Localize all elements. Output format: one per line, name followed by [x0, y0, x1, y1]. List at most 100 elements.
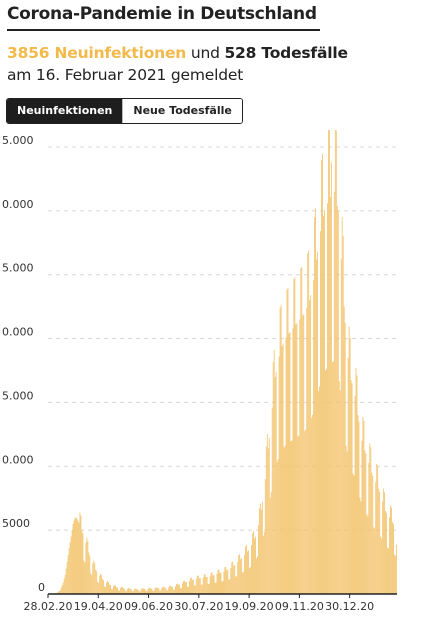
daily-case-bar — [242, 572, 244, 594]
daily-case-bar — [104, 586, 106, 594]
daily-case-bar — [183, 581, 184, 594]
daily-case-bar — [136, 589, 138, 594]
daily-case-bar — [235, 576, 237, 594]
daily-case-bar — [354, 396, 356, 594]
daily-case-bar — [114, 585, 115, 594]
daily-case-bar — [151, 588, 153, 594]
daily-case-bar — [111, 589, 112, 594]
daily-case-bar — [131, 591, 133, 594]
daily-case-bar — [261, 502, 263, 594]
daily-case-bar — [230, 567, 232, 594]
daily-case-bar — [144, 589, 146, 594]
daily-case-bar — [396, 544, 397, 594]
daily-case-bar — [123, 588, 125, 594]
daily-case-bar — [303, 314, 305, 594]
daily-case-bar — [370, 447, 372, 594]
daily-case-bar — [326, 368, 327, 594]
daily-case-bar — [170, 585, 172, 594]
daily-case-bar — [59, 590, 61, 594]
daily-case-bar — [66, 562, 68, 594]
daily-case-bar — [247, 551, 248, 594]
daily-case-bar — [308, 250, 310, 594]
daily-case-bar — [134, 588, 136, 594]
daily-case-bar — [243, 571, 245, 594]
daily-case-bar — [165, 587, 167, 594]
daily-case-bar — [372, 475, 374, 594]
daily-case-bar — [249, 568, 250, 594]
daily-case-bar — [86, 537, 88, 594]
daily-case-bar — [234, 564, 236, 594]
daily-case-bar — [394, 554, 395, 594]
daily-case-bar — [188, 580, 190, 594]
daily-case-bar — [299, 319, 301, 594]
daily-case-bar — [83, 560, 85, 594]
daily-case-bar — [215, 582, 217, 594]
daily-case-bar — [301, 266, 303, 594]
daily-cases-bar-chart: 0 5000 0.000 5.000 0.000 5.000 0.000 5.000 28.02… — [2, 130, 397, 613]
daily-case-bar — [177, 583, 178, 594]
daily-case-bar — [346, 451, 348, 594]
x-tick-label: 19.09.20 — [225, 600, 274, 613]
daily-case-bar — [320, 231, 321, 594]
daily-case-bar — [279, 307, 281, 594]
daily-case-bar — [319, 386, 320, 594]
tab-new-deaths[interactable]: Neue Todesfälle — [122, 99, 242, 123]
daily-case-bar — [201, 584, 203, 594]
daily-case-bar — [387, 547, 388, 594]
daily-case-bar — [342, 236, 344, 594]
daily-case-bar — [374, 528, 376, 594]
daily-case-bar — [71, 530, 73, 594]
chart-title: Corona-Pandemie in Deutschland — [7, 4, 317, 24]
daily-case-bar — [295, 324, 297, 594]
daily-case-bar — [142, 588, 144, 594]
conjunction-text: und — [186, 44, 225, 62]
daily-case-bar — [196, 575, 198, 594]
daily-case-bar — [190, 577, 192, 594]
daily-case-bar — [362, 416, 364, 594]
daily-case-bar — [284, 445, 286, 594]
daily-case-bar — [81, 530, 83, 594]
daily-case-bar — [332, 361, 334, 594]
daily-case-bar — [368, 463, 370, 594]
y-tick-label: 5.000 — [2, 262, 34, 275]
daily-case-bar — [117, 587, 118, 594]
daily-case-bar — [363, 420, 365, 594]
daily-case-bar — [388, 548, 389, 594]
daily-case-bar — [333, 191, 335, 594]
daily-case-bar — [156, 587, 158, 594]
daily-case-bar — [232, 561, 234, 594]
daily-case-bar — [313, 279, 315, 594]
daily-case-bar — [231, 562, 233, 594]
daily-case-bar — [315, 208, 317, 594]
daily-case-bar — [98, 582, 100, 594]
daily-case-bar — [236, 576, 238, 594]
daily-case-bar — [72, 523, 74, 594]
daily-case-bar — [291, 440, 293, 594]
daily-case-bar — [245, 546, 247, 594]
daily-case-bar — [275, 371, 277, 594]
daily-case-bar — [94, 562, 96, 594]
y-tick-label: 0 — [38, 581, 45, 594]
daily-case-bar — [379, 491, 381, 594]
new-cases-count: 3856 Neuinfektionen — [7, 44, 187, 62]
daily-case-bar — [65, 568, 67, 594]
daily-case-bar — [200, 584, 202, 594]
daily-case-bar — [233, 565, 235, 594]
daily-case-bar — [88, 552, 90, 594]
daily-case-bar — [371, 472, 373, 594]
daily-case-bar — [206, 576, 208, 594]
daily-case-bar — [57, 591, 59, 594]
tab-new-infections[interactable]: Neuinfektionen — [7, 99, 123, 123]
daily-case-bar — [84, 562, 86, 594]
daily-case-bar — [343, 306, 345, 594]
daily-case-bar — [369, 443, 371, 594]
daily-case-bar — [286, 289, 288, 594]
daily-case-bar — [384, 492, 386, 594]
daily-case-bar — [80, 515, 82, 594]
daily-case-bar — [211, 572, 213, 594]
daily-case-bar — [124, 590, 126, 594]
daily-case-bar — [106, 582, 108, 594]
daily-case-bar — [322, 153, 323, 594]
daily-case-bar — [209, 576, 211, 594]
daily-case-bar — [351, 383, 353, 594]
